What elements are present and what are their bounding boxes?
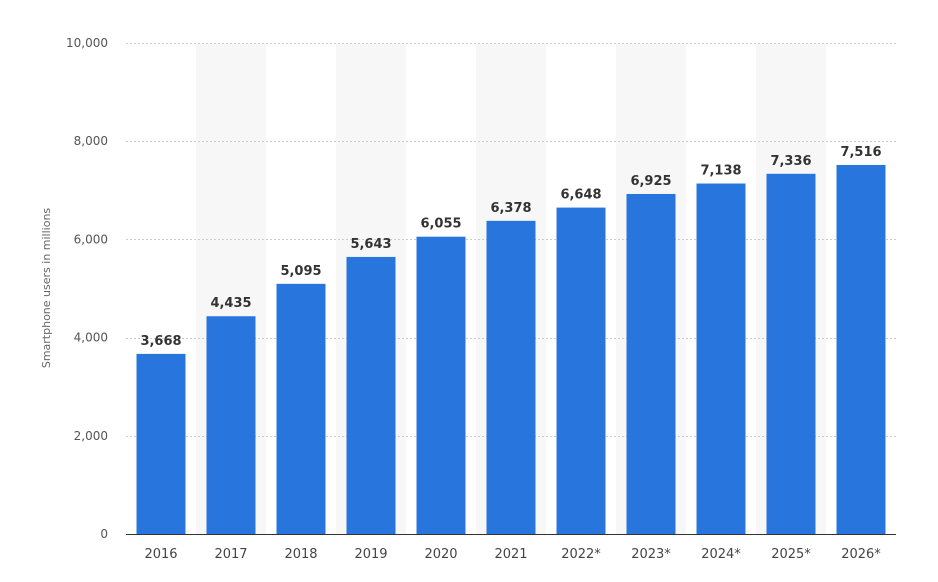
data-labels: 3,668 4,435 5,095 5,643 6,055 6,378 6,648 6,925…	[140, 145, 881, 349]
y-axis-title: Smartphone users in millions	[40, 208, 53, 369]
x-tick-label: 2016	[144, 547, 177, 562]
data-label: 5,095	[280, 264, 321, 279]
data-label: 6,055	[420, 217, 461, 232]
x-tick-label: 2022*	[561, 547, 601, 562]
x-tick-label: 2020	[424, 547, 457, 562]
bar[interactable]	[836, 164, 886, 534]
y-tick-label: 0	[100, 527, 108, 541]
y-axis-ticks: 0 2,000 4,000 6,000 8,000 10,000	[66, 36, 108, 541]
y-tick-label: 10,000	[66, 36, 108, 50]
y-tick-label: 8,000	[74, 134, 108, 148]
x-axis-ticks: 2016 2017 2018 2019 2020 2021 2022* 2023* 2024* 2…	[144, 547, 881, 562]
data-label: 3,668	[140, 334, 181, 349]
bar[interactable]	[696, 183, 746, 534]
bar[interactable]	[206, 316, 256, 534]
data-label: 4,435	[210, 296, 251, 311]
data-label: 5,643	[350, 237, 391, 252]
data-label: 6,925	[630, 174, 671, 189]
bar[interactable]	[486, 220, 536, 534]
bar[interactable]	[136, 353, 186, 534]
x-tick-label: 2023*	[631, 547, 671, 562]
data-label: 6,378	[490, 201, 531, 216]
data-label: 7,138	[700, 164, 741, 179]
x-tick-label: 2019	[354, 547, 387, 562]
y-tick-label: 2,000	[74, 429, 108, 443]
data-label: 7,516	[840, 145, 881, 160]
data-label: 6,648	[560, 188, 601, 203]
bar[interactable]	[346, 256, 396, 534]
x-tick-label: 2017	[214, 547, 247, 562]
y-tick-label: 6,000	[74, 232, 108, 246]
bar[interactable]	[556, 207, 606, 535]
bar[interactable]	[626, 193, 676, 535]
bars	[136, 164, 886, 535]
bar[interactable]	[276, 283, 326, 534]
bar[interactable]	[766, 173, 816, 534]
x-tick-label: 2021	[494, 547, 527, 562]
bar[interactable]	[416, 236, 466, 534]
x-tick-label: 2026*	[841, 547, 881, 562]
data-label: 7,336	[770, 154, 811, 169]
y-tick-label: 4,000	[74, 331, 108, 345]
x-tick-label: 2018	[284, 547, 317, 562]
x-tick-label: 2025*	[771, 547, 811, 562]
x-tick-label: 2024*	[701, 547, 741, 562]
